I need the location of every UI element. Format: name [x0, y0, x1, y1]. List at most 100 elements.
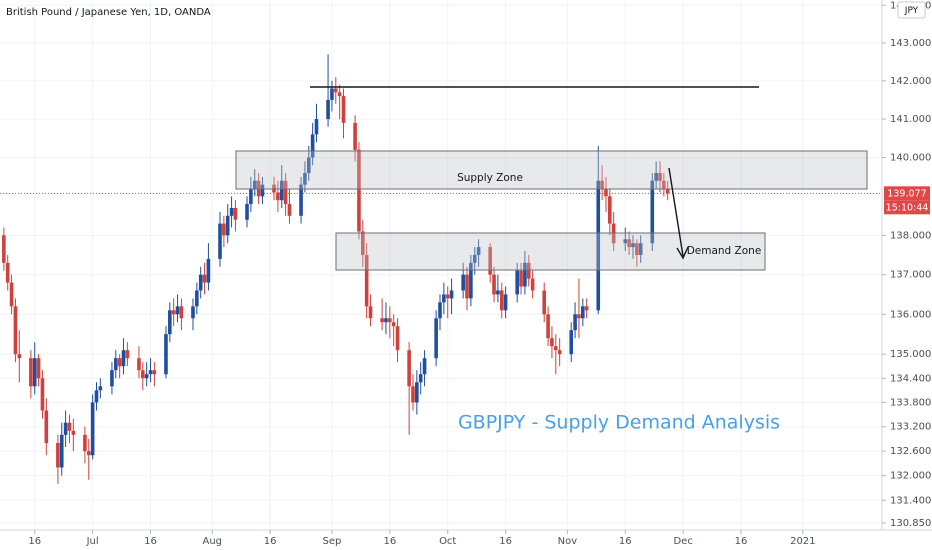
- x-tick-label: 16: [144, 536, 157, 547]
- x-tick-label: 16: [383, 536, 396, 547]
- candle-body: [2, 235, 6, 263]
- y-tick-label: 134.400: [890, 373, 931, 384]
- axes: 144.000143.000142.000141.000140.000138.0…: [28, 0, 931, 547]
- candle-body: [249, 188, 253, 205]
- candle-body: [283, 180, 288, 205]
- candle-body: [175, 306, 180, 315]
- candle-body: [276, 192, 280, 201]
- candle-body: [461, 274, 465, 291]
- candle-body: [391, 322, 396, 327]
- candle-body: [388, 318, 392, 323]
- x-tick-label: Sep: [323, 536, 342, 547]
- candle-body: [530, 278, 535, 291]
- candle-body: [638, 243, 643, 255]
- candle-body: [357, 149, 361, 232]
- candle-body: [503, 294, 508, 311]
- candle-body: [245, 204, 249, 220]
- candle-body: [581, 306, 585, 319]
- candle-body: [476, 247, 481, 255]
- candle-body: [121, 350, 126, 367]
- candle-body: [368, 306, 373, 319]
- y-tick-label: 132.000: [890, 471, 931, 482]
- candle-body: [198, 274, 203, 291]
- candle-body: [279, 180, 284, 201]
- x-tick-label: Aug: [203, 536, 223, 547]
- candle-body: [314, 119, 319, 135]
- x-tick-label: Dec: [673, 536, 692, 547]
- x-tick-label: 16: [28, 536, 41, 547]
- candle-body: [415, 382, 419, 403]
- countdown-box: [884, 200, 930, 215]
- candle-body: [137, 358, 141, 371]
- candle-body: [179, 306, 184, 319]
- countdown-label: 15:10:44: [886, 202, 929, 213]
- candle-body: [492, 274, 496, 295]
- candle-body: [557, 350, 562, 355]
- candle-body: [218, 223, 222, 259]
- demand-zone-label: Demand Zone: [687, 245, 762, 257]
- x-tick-label: Jul: [86, 536, 99, 547]
- candle-body: [260, 184, 265, 197]
- candle-body: [59, 434, 64, 468]
- candle-body: [44, 410, 49, 443]
- candle-body: [472, 254, 477, 263]
- x-tick-label: Oct: [439, 536, 456, 547]
- candle-body: [9, 282, 14, 307]
- candle-body: [442, 294, 446, 303]
- candle-body: [519, 270, 523, 287]
- candle-body: [98, 386, 103, 391]
- candle-body: [202, 274, 207, 283]
- x-tick-label: 16: [499, 536, 512, 547]
- candle-body: [144, 374, 149, 379]
- candle-body: [113, 358, 118, 371]
- y-tick-label: 141.000: [890, 114, 931, 125]
- currency-badge: [897, 1, 926, 19]
- candle-body: [83, 434, 87, 452]
- candle-body: [364, 254, 369, 307]
- candle-body: [604, 188, 608, 197]
- y-tick-label: 135.000: [890, 349, 931, 360]
- candle-body: [141, 370, 145, 379]
- candle-body: [5, 262, 10, 283]
- arrow: [668, 167, 684, 257]
- last-price-box: [884, 186, 930, 201]
- candle-body: [299, 184, 303, 216]
- candle-body: [353, 122, 357, 150]
- candle-body: [86, 451, 91, 456]
- candle-body: [191, 306, 195, 319]
- candle-body: [117, 358, 122, 367]
- candle-body: [631, 243, 635, 248]
- candle-body: [449, 290, 454, 299]
- candle-body: [152, 370, 157, 375]
- candle-body: [195, 290, 199, 307]
- candle-body: [67, 422, 72, 431]
- y-tick-label: 136.000: [890, 309, 931, 320]
- candle-body: [222, 223, 226, 236]
- candle-body: [658, 173, 662, 181]
- last-price-label: 139.077: [887, 188, 926, 199]
- candle-body: [422, 358, 427, 375]
- candle-body: [665, 188, 670, 194]
- candle-body: [171, 310, 176, 315]
- x-tick-label: 16: [735, 536, 748, 547]
- candle-body: [164, 334, 168, 375]
- candle-body: [40, 378, 45, 411]
- candle-body: [29, 358, 33, 387]
- candle-body: [488, 247, 492, 275]
- candle-body: [577, 314, 581, 319]
- x-tick-label: 16: [264, 536, 277, 547]
- candle-body: [384, 318, 388, 323]
- candle-body: [326, 99, 330, 120]
- y-tick-label: 133.200: [890, 422, 931, 433]
- symbol-title: British Pound / Japanese Yen, 1D, OANDA: [6, 7, 211, 18]
- candle-body: [662, 180, 666, 189]
- candle-body: [71, 430, 76, 435]
- candle-body: [13, 306, 18, 355]
- candle-body: [380, 318, 384, 323]
- candle-body: [148, 370, 153, 375]
- candle-body: [469, 262, 473, 299]
- candle-body: [310, 134, 315, 158]
- candle-body: [225, 215, 230, 236]
